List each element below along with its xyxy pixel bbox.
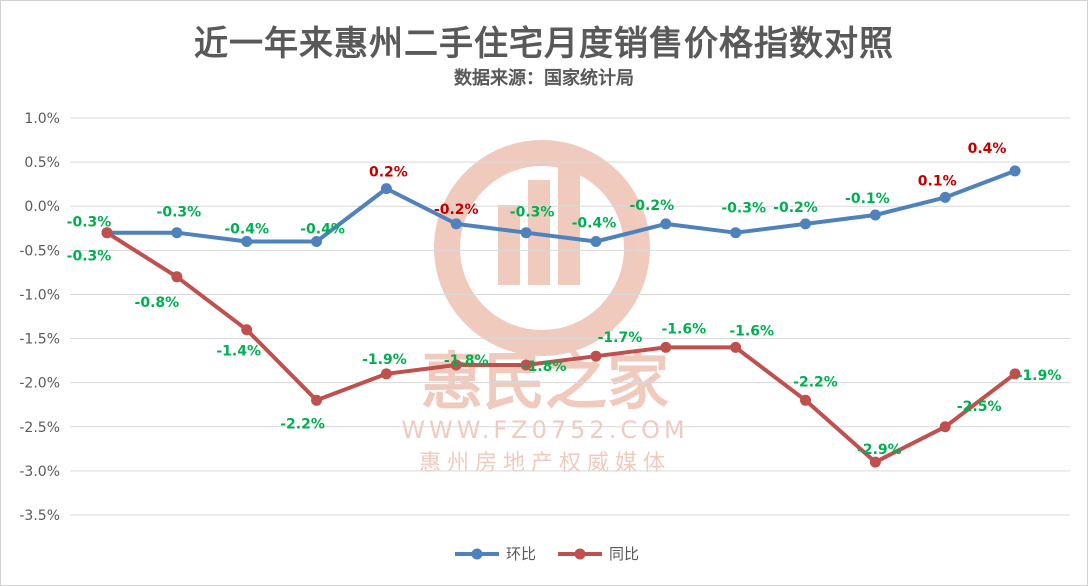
data-label-huanbi: -0.2% bbox=[434, 202, 479, 218]
watermark-tagline: 惠州房地产权威媒体 bbox=[419, 451, 671, 476]
gridlines bbox=[70, 117, 1070, 516]
data-label-huanbi: -0.4% bbox=[224, 222, 269, 238]
data-point-huanbi bbox=[1009, 165, 1021, 177]
data-point-tongbi bbox=[939, 421, 951, 433]
data-point-tongbi bbox=[800, 394, 811, 406]
y-tick-label: -0.5% bbox=[19, 243, 60, 259]
data-label-huanbi: -0.1% bbox=[845, 191, 890, 207]
legend-marker-tongbi bbox=[574, 548, 586, 560]
data-label-huanbi: 0.1% bbox=[918, 173, 957, 189]
data-label-huanbi: -0.2% bbox=[773, 200, 818, 216]
data-label-huanbi: -0.2% bbox=[629, 198, 674, 214]
data-point-tongbi bbox=[450, 359, 462, 371]
data-point-huanbi bbox=[590, 236, 602, 248]
y-tick-label: -1.0% bbox=[19, 287, 60, 303]
data-label-tongbi: -1.6% bbox=[729, 323, 774, 339]
data-label-huanbi: 0.4% bbox=[968, 141, 1007, 157]
watermark-url: WWW.FZ0752.COM bbox=[401, 416, 688, 444]
data-label-tongbi: -1.7% bbox=[598, 330, 643, 346]
chart-title: 近一年来惠州二手住宅月度销售价格指数对照 bbox=[194, 24, 894, 64]
watermark-logo-bar bbox=[558, 160, 580, 285]
y-tick-label: -3.5% bbox=[19, 508, 60, 524]
data-point-tongbi bbox=[171, 271, 183, 283]
data-point-huanbi bbox=[939, 191, 951, 203]
y-tick-label: 1.0% bbox=[24, 111, 60, 127]
y-axis: 1.0% 0.5% 0.0% -0.5% -1.0% -1.5% -2.0% -2.5% -3.… bbox=[19, 111, 60, 524]
data-label-huanbi: -0.4% bbox=[300, 222, 345, 238]
data-label-tongbi: -2.2% bbox=[280, 416, 325, 432]
data-label-huanbi: -0.3% bbox=[67, 215, 112, 231]
data-label-tongbi: -1.6% bbox=[661, 321, 706, 337]
y-tick-label: 0.5% bbox=[24, 155, 60, 171]
series-points bbox=[101, 165, 1021, 468]
legend: 环比 同比 bbox=[455, 545, 639, 563]
data-point-huanbi bbox=[730, 227, 742, 239]
data-point-huanbi bbox=[171, 227, 183, 239]
data-point-tongbi bbox=[660, 341, 672, 353]
y-tick-label: -2.0% bbox=[19, 376, 60, 392]
data-point-tongbi bbox=[730, 341, 742, 353]
data-point-tongbi bbox=[311, 394, 323, 406]
data-label-tongbi: -0.8% bbox=[135, 295, 180, 311]
data-point-huanbi bbox=[869, 209, 881, 221]
data-point-tongbi bbox=[241, 324, 253, 336]
y-tick-label: -1.5% bbox=[19, 332, 60, 348]
data-label-huanbi: -0.3% bbox=[721, 201, 766, 217]
data-point-tongbi bbox=[869, 456, 881, 468]
data-point-huanbi bbox=[800, 218, 811, 230]
data-label-huanbi: -0.3% bbox=[157, 205, 202, 221]
series-line-huanbi bbox=[107, 169, 1016, 244]
y-tick-label: -2.5% bbox=[19, 420, 60, 436]
data-point-huanbi bbox=[450, 218, 462, 230]
data-label-tongbi: -1.9% bbox=[362, 352, 407, 368]
data-label-huanbi: -0.4% bbox=[572, 216, 617, 232]
data-point-huanbi bbox=[311, 236, 323, 248]
data-label-tongbi: -2.5% bbox=[957, 399, 1002, 415]
series-line-tongbi bbox=[105, 231, 1017, 465]
data-point-tongbi bbox=[590, 350, 602, 362]
y-tick-label: 0.0% bbox=[24, 199, 60, 215]
legend-label-huanbi: 环比 bbox=[506, 545, 536, 563]
data-point-tongbi bbox=[380, 368, 392, 380]
data-labels: -0.3%-0.3%-0.4% -0.4%0.2%-0.2% -0.3%-0.4%-… bbox=[67, 141, 1062, 458]
data-point-tongbi bbox=[101, 227, 113, 239]
data-label-tongbi: -2.2% bbox=[793, 374, 838, 390]
y-tick-label: -3.0% bbox=[19, 464, 60, 480]
data-label-tongbi: -1.8% bbox=[444, 353, 489, 369]
data-label-tongbi: -1.8% bbox=[522, 359, 567, 375]
data-label-tongbi: -2.9% bbox=[857, 442, 902, 458]
data-point-huanbi bbox=[241, 236, 253, 248]
legend-label-tongbi: 同比 bbox=[609, 545, 639, 563]
chart-subtitle: 数据来源：国家统计局 bbox=[454, 68, 634, 89]
data-point-tongbi bbox=[520, 359, 532, 371]
watermark-logo-bar bbox=[498, 205, 520, 285]
data-label-huanbi: 0.2% bbox=[369, 165, 408, 181]
data-point-huanbi bbox=[380, 183, 392, 195]
data-label-tongbi: -1.4% bbox=[216, 344, 261, 360]
watermark-brand: 惠民之家 bbox=[421, 345, 669, 418]
series-lines bbox=[105, 169, 1017, 465]
data-point-huanbi bbox=[660, 218, 672, 230]
data-label-tongbi: -1.9% bbox=[1017, 368, 1062, 384]
data-point-huanbi bbox=[520, 227, 532, 239]
watermark-logo-ring bbox=[434, 140, 650, 356]
data-point-tongbi bbox=[1009, 368, 1021, 380]
data-label-tongbi: -0.3% bbox=[67, 249, 112, 265]
data-label-huanbi: -0.3% bbox=[510, 205, 555, 221]
legend-marker-huanbi bbox=[471, 548, 483, 560]
